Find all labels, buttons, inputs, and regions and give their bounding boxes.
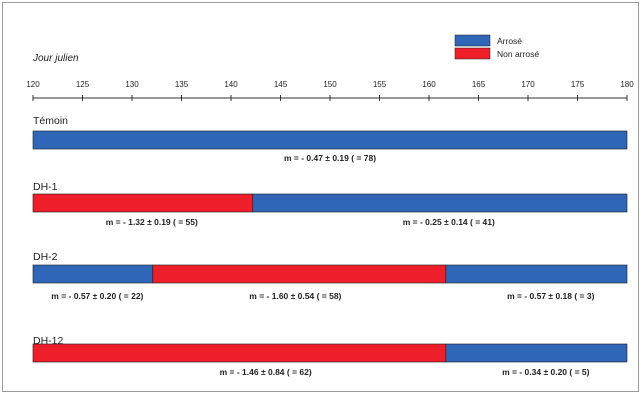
x-tick-label: 155 [373,80,387,89]
bar-segment-arrose [445,343,628,363]
annotation-label: m = - 1.46 ± 0.84 ( = 62) [220,367,312,377]
legend-swatch-non_arrose [454,47,491,60]
figure-frame: Jour julien 120 125 130 135 140 145 150 155 160 16… [2,2,639,392]
x-tick-label: 160 [422,80,436,89]
row-label: DH-1 [33,181,58,193]
row-label: Témoin [33,115,68,127]
bar-segment-arrose [32,130,628,150]
bar-segment-arrose [252,193,628,213]
annotation-label: m = - 1.60 ± 0.54 ( = 58) [249,291,341,301]
annotation-label: m = - 1.32 ± 0.19 ( = 55) [106,217,198,227]
x-tick-label: 180 [620,80,634,89]
x-tick-label: 130 [125,80,139,89]
row-label: DH-2 [33,251,58,263]
x-tick-label: 170 [521,80,535,89]
x-tick-label: 120 [26,80,40,89]
x-tick-label: 165 [472,80,486,89]
x-tick-label: 175 [571,80,585,89]
timeline-chart: Jour julien 120 125 130 135 140 145 150 155 160 16… [26,34,634,377]
x-tick-label: 150 [323,80,337,89]
bar-segment-non-arrose [32,343,447,363]
axis-title: Jour julien [32,53,79,64]
annotation-label: m = - 0.47 ± 0.19 ( = 78) [284,153,376,163]
legend-label-non_arrose: Non arrosé [497,49,539,59]
x-tick-label: 125 [76,80,90,89]
x-tick-label: 145 [274,80,288,89]
annotation-label: m = - 0.57 ± 0.20 ( = 22) [51,291,143,301]
bar-segment-non-arrose [32,193,254,213]
annotation-label: m = - 0.34 ± 0.20 ( = 5) [502,367,590,377]
legend-label-arrose: Arrosé [497,36,522,46]
annotation-label: m = - 0.57 ± 0.18 ( = 3) [507,291,595,301]
x-tick-label: 140 [224,80,238,89]
annotation-label: m = - 0.25 ± 0.14 ( = 41) [403,217,495,227]
bar-segment-arrose [32,264,154,284]
bar-segment-arrose [445,264,628,284]
legend-swatch-arrose [454,34,491,47]
x-tick-label: 135 [175,80,189,89]
bar-segment-non-arrose [152,264,447,284]
